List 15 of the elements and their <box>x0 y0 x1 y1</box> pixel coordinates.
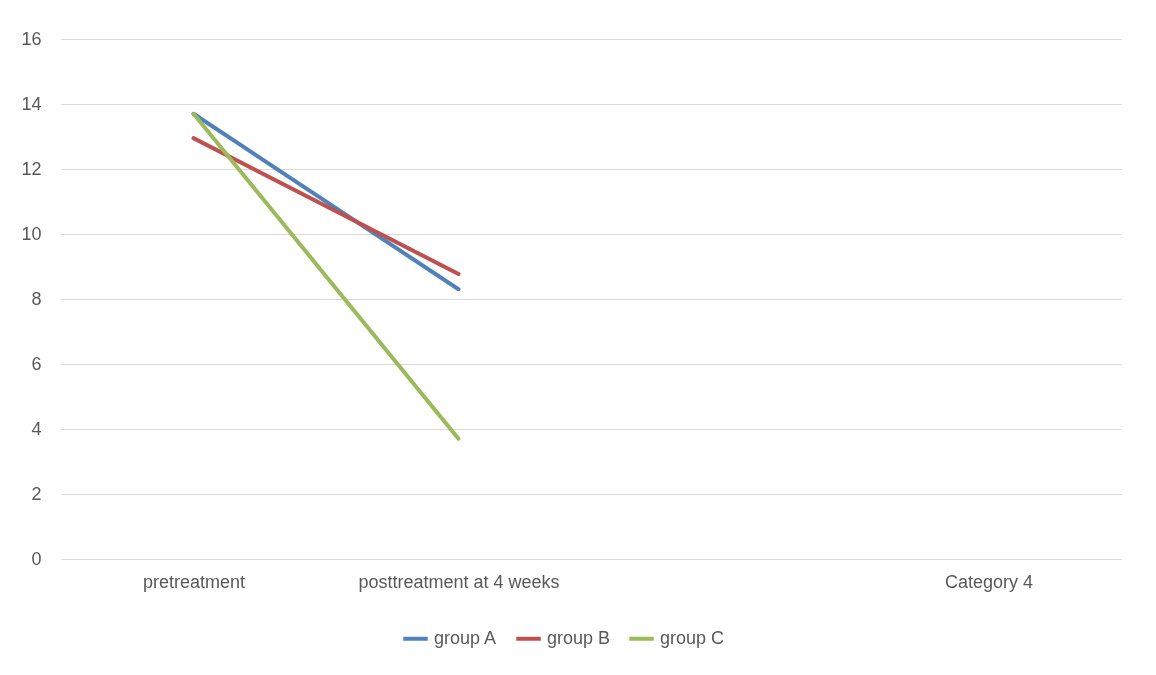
legend-label: group C <box>660 627 725 648</box>
y-tick-label: 10 <box>21 223 42 244</box>
legend-label: group B <box>547 627 611 648</box>
y-tick-label: 6 <box>31 353 42 374</box>
y-tick-label: 0 <box>31 548 42 569</box>
y-tick-label: 4 <box>31 418 42 439</box>
x-tick-label: Category 4 <box>944 571 1034 592</box>
x-tick-label: pretreatment <box>142 571 246 592</box>
x-tick-label: posttreatment at 4 weeks <box>358 571 560 592</box>
legend-label: group A <box>434 627 497 648</box>
y-tick-label: 8 <box>31 288 42 309</box>
y-tick-label: 16 <box>21 28 42 49</box>
y-tick-label: 14 <box>21 93 42 114</box>
y-tick-label: 12 <box>21 158 42 179</box>
y-tick-label: 2 <box>31 483 42 504</box>
